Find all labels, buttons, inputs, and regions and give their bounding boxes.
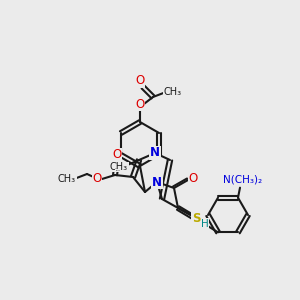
Text: CH₃: CH₃ [164,87,182,97]
Text: S: S [192,212,200,224]
Text: O: O [92,172,102,184]
Text: CH₃: CH₃ [110,162,128,172]
Text: methyl: methyl [116,169,120,171]
Text: O: O [112,148,122,161]
Text: O: O [135,98,145,110]
Text: N: N [150,146,160,160]
Text: N(CH₃)₂: N(CH₃)₂ [224,175,262,185]
Text: H: H [201,219,209,229]
Text: CH₃: CH₃ [58,174,76,184]
Text: N: N [152,176,162,188]
Text: O: O [135,74,145,88]
Text: O: O [188,172,198,184]
